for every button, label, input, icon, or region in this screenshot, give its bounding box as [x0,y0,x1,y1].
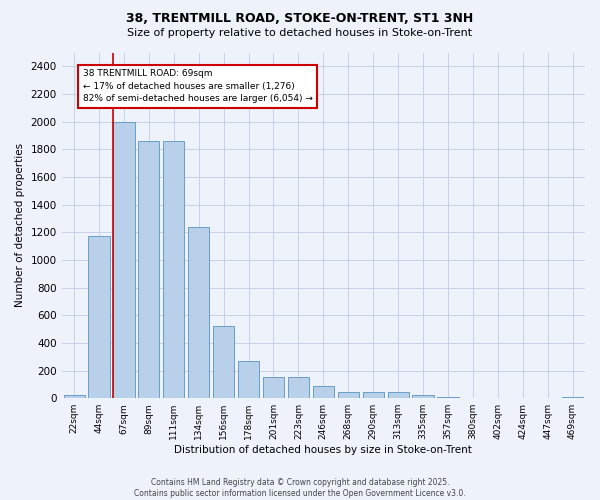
Bar [338,392,359,398]
Bar [213,326,234,398]
Bar [138,141,160,398]
Bar [288,377,309,398]
Bar [238,361,259,398]
Bar [412,396,434,398]
Bar [188,226,209,398]
Bar [113,122,134,398]
Bar [263,377,284,398]
Bar [88,236,110,398]
Bar [163,141,184,398]
Bar [437,397,458,398]
Y-axis label: Number of detached properties: Number of detached properties [15,144,25,308]
Bar [64,395,85,398]
Bar [562,397,583,398]
Bar [362,392,384,398]
X-axis label: Distribution of detached houses by size in Stoke-on-Trent: Distribution of detached houses by size … [175,445,472,455]
Text: 38 TRENTMILL ROAD: 69sqm
← 17% of detached houses are smaller (1,276)
82% of sem: 38 TRENTMILL ROAD: 69sqm ← 17% of detach… [83,69,313,103]
Bar [313,386,334,398]
Text: Size of property relative to detached houses in Stoke-on-Trent: Size of property relative to detached ho… [127,28,473,38]
Text: Contains HM Land Registry data © Crown copyright and database right 2025.
Contai: Contains HM Land Registry data © Crown c… [134,478,466,498]
Text: 38, TRENTMILL ROAD, STOKE-ON-TRENT, ST1 3NH: 38, TRENTMILL ROAD, STOKE-ON-TRENT, ST1 … [127,12,473,26]
Bar [388,392,409,398]
